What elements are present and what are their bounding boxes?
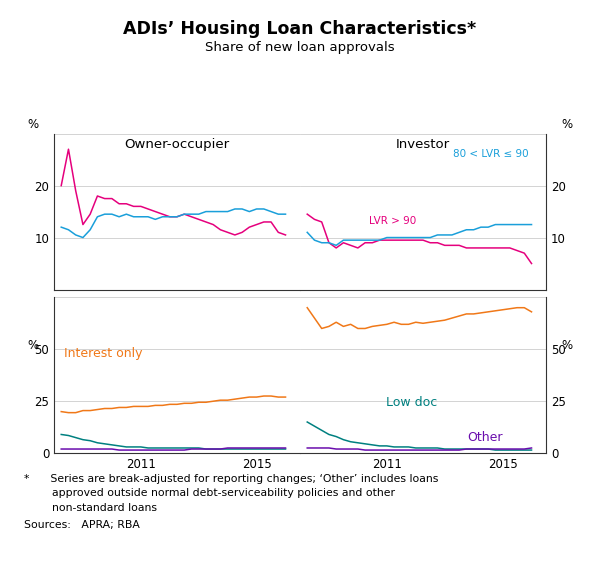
Text: Other: Other [467,431,503,444]
Text: Low doc: Low doc [386,396,437,410]
Text: ADIs’ Housing Loan Characteristics*: ADIs’ Housing Loan Characteristics* [124,20,476,38]
Text: %: % [28,118,38,131]
Text: Interest only: Interest only [64,346,142,360]
Text: LVR > 90: LVR > 90 [369,216,416,226]
Text: Owner-occupier: Owner-occupier [124,138,230,151]
Text: approved outside normal debt-serviceability policies and other: approved outside normal debt-serviceabil… [24,488,395,498]
Text: *      Series are break-adjusted for reporting changes; ‘Other’ includes loans: * Series are break-adjusted for reportin… [24,474,439,483]
Text: 80 < LVR ≤ 90: 80 < LVR ≤ 90 [452,149,528,159]
Text: %: % [28,339,38,352]
Text: Sources:   APRA; RBA: Sources: APRA; RBA [24,520,140,530]
Text: non-standard loans: non-standard loans [24,503,157,512]
Text: %: % [562,339,572,352]
Text: Investor: Investor [396,138,450,151]
Text: %: % [562,118,572,131]
Text: Share of new loan approvals: Share of new loan approvals [205,41,395,53]
